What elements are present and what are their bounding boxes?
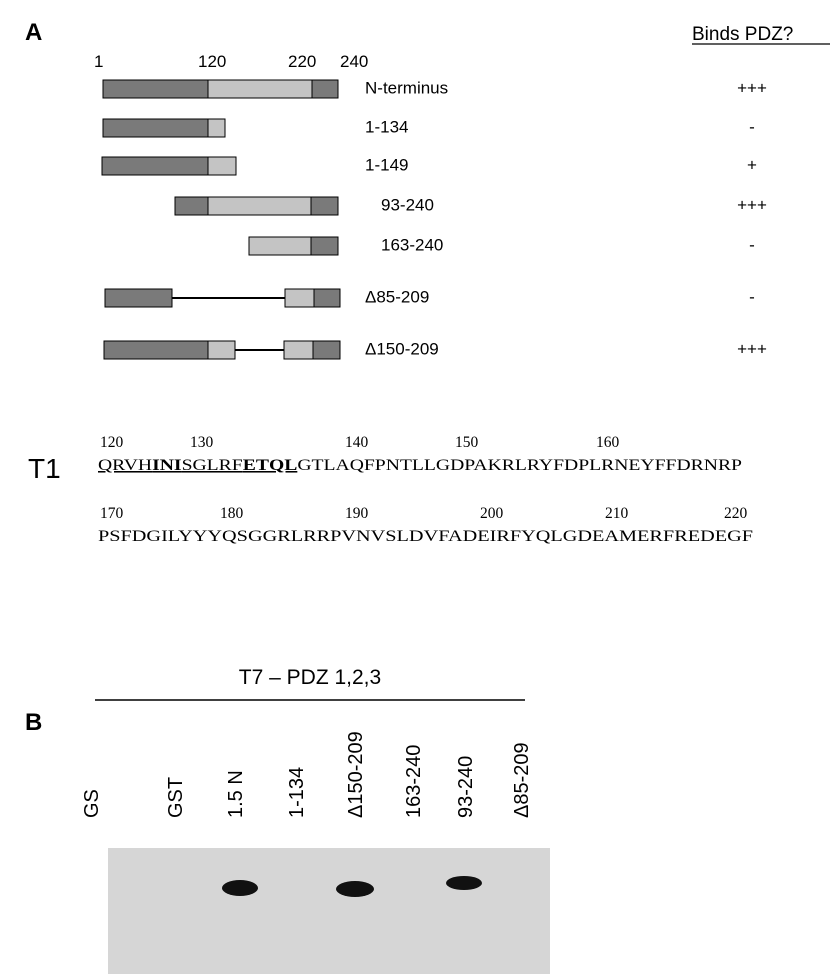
lane-label: 1.5 N: [225, 770, 247, 818]
residue-number: 160: [596, 434, 620, 451]
construct-name: 93-240: [381, 195, 434, 214]
lane-labels: GS GST 1.5 N 1-134 Δ150-209 163-240 93-240 Δ85-…: [81, 731, 533, 818]
residue-number: 120: [100, 434, 124, 451]
lane-label: Δ85-209: [511, 742, 533, 818]
binding-result: -: [749, 287, 755, 306]
panel-label: B: [25, 709, 42, 736]
residue-number: 190: [345, 505, 369, 522]
lane-label: GS: [81, 789, 103, 818]
construct-name: 1-149: [365, 155, 408, 174]
lane-label: 163-240: [403, 745, 425, 818]
lane-label: 1-134: [286, 767, 308, 818]
sequence-segment: INI: [152, 457, 181, 474]
sequence-segment: PSFDGILYYYQSGGRLRRPVNVSLDVFADEIRFYQLGDEA…: [98, 528, 753, 545]
sequence-segment: SGLRF: [182, 457, 244, 474]
scale-label: 240: [340, 52, 368, 71]
residue-number: 140: [345, 434, 369, 451]
panel-label: A: [25, 19, 42, 46]
binding-result: -: [749, 117, 755, 136]
residue-number: 130: [190, 434, 214, 451]
construct-list: N-terminus +++ 1-134 - 1-149 +93-240 +++ 163-24…: [365, 78, 767, 358]
lane-label: Δ150-209: [345, 731, 367, 818]
residue-number: 150: [455, 434, 479, 451]
residue-number: 220: [724, 505, 748, 522]
binding-result: +++: [737, 78, 767, 97]
residue-number: 210: [605, 505, 629, 522]
sequence-segment: QRVH: [98, 457, 152, 474]
residue-number: 180: [220, 505, 244, 522]
blot: [108, 848, 550, 974]
lane-label: 93-240: [455, 756, 477, 818]
construct-name: Δ150-209: [365, 339, 439, 358]
binding-result: +++: [737, 195, 767, 214]
construct-name: 1-134: [365, 117, 408, 136]
figure: A Binds PDZ? 1 120 220 240 N-terminus+++…: [0, 0, 830, 974]
residue-number: 170: [100, 505, 124, 522]
scale-label: 120: [198, 52, 226, 71]
blot-title: T7 – PDZ 1,2,3: [239, 666, 381, 689]
column-header: Binds PDZ?: [692, 24, 793, 45]
scale-label: 1: [94, 52, 103, 71]
binding-result: -: [749, 235, 755, 254]
construct-name: Δ85-209: [365, 287, 429, 306]
residue-number: 200: [480, 505, 504, 522]
construct-name: N-terminus: [365, 78, 448, 97]
sequence-line: PSFDGILYYYQSGGRLRRPVNVSLDVFADEIRFYQLGDEA…: [98, 528, 753, 545]
sequence-segment: ETQL: [243, 457, 298, 474]
binding-result: +: [747, 155, 757, 174]
lane-label: GST: [165, 777, 187, 818]
construct-bars: [102, 80, 340, 359]
construct-name: 163-240: [381, 235, 443, 254]
sequence-label: T1: [28, 453, 61, 484]
binding-result: +++: [737, 339, 767, 358]
scale-label: 220: [288, 52, 316, 71]
sequence-segment: GTLAQFPNTLLGDPAKRLRYFDPLRNEYFFDRNRP: [297, 457, 742, 474]
